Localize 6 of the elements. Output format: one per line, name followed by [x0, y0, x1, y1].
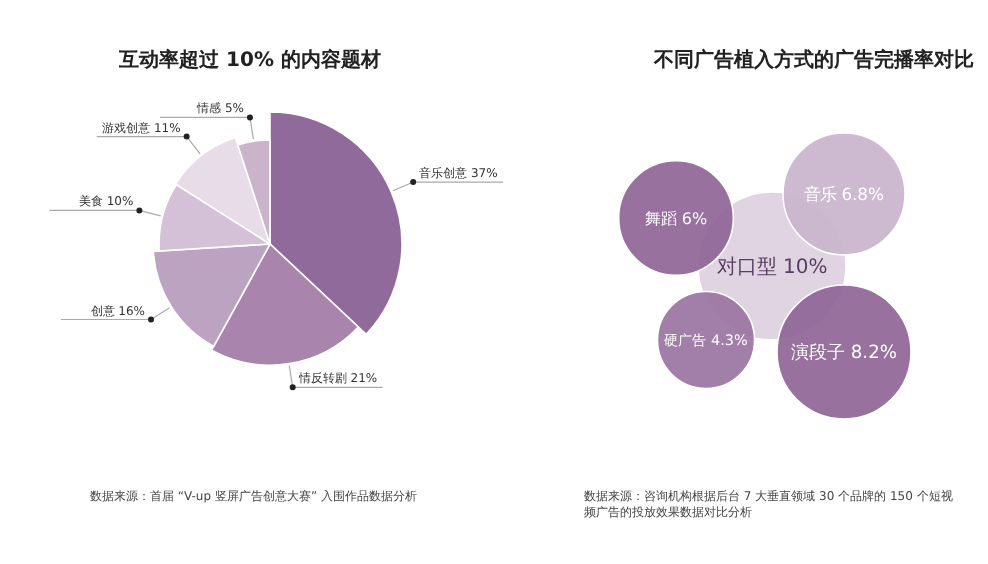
text: 不同广告植入方式的广告完播率对比	[652, 48, 974, 72]
category-label: 对口型	[716, 255, 783, 279]
chart-title: 互动率超过 10% 的内容题材	[117, 48, 381, 72]
category-label: 音乐	[804, 183, 842, 204]
category-label: 舞蹈	[644, 209, 682, 228]
category-label: 演段子	[790, 342, 851, 365]
